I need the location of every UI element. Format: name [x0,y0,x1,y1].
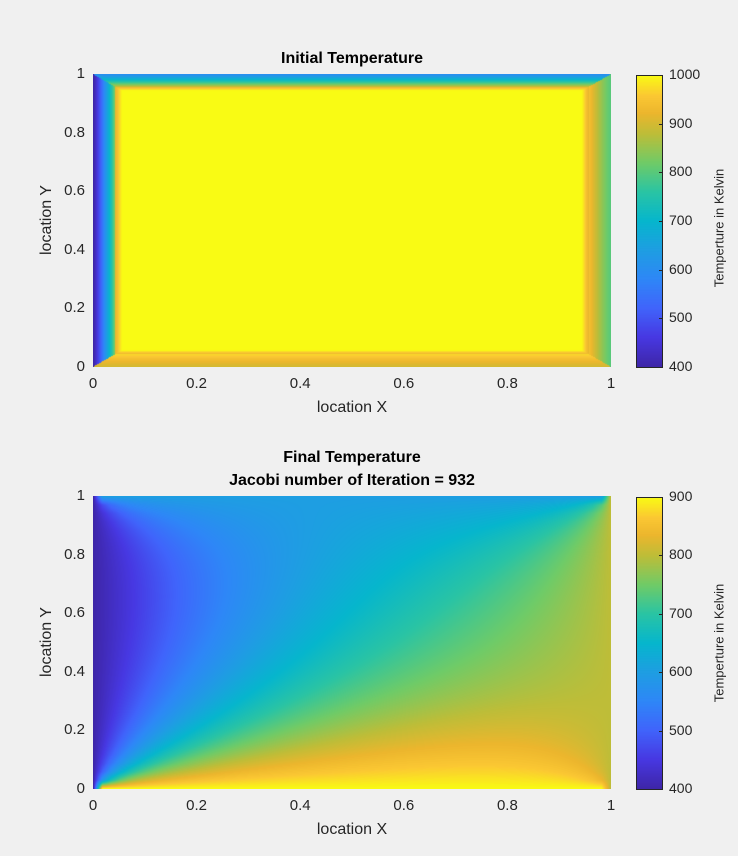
x-tick-label: 0.8 [496,375,518,392]
x-tick-label: 0.6 [393,375,415,392]
y-tick-label: 0.2 [64,721,85,739]
x-tick-label: 0 [88,797,98,814]
x-tick-label: 0.6 [393,797,415,814]
colorbar-tick-label: 1000 [669,66,701,82]
x-tick-label: 0.4 [289,375,311,392]
colorbar-tick-mark [659,318,663,320]
colorbar-tick-label: 400 [669,780,693,796]
colorbar-tick-mark [659,789,663,790]
colorbar-tick-mark [659,172,663,174]
colorbar-label: Temperture in Kelvin [711,583,727,703]
y-tick-label: 1 [76,487,85,504]
colorbar-tick-label: 400 [669,358,693,374]
colorbar-tick-label: 700 [669,212,693,228]
y-tick-label: 0.4 [64,662,85,680]
x-tick-label: 1 [606,375,616,392]
x-axis-label: location X [316,821,388,838]
colorbar-tick-mark [659,367,663,368]
colorbar-tick-label: 600 [669,663,693,680]
colorbar-tick-label: 700 [669,604,693,621]
colorbar-tick-label: 800 [669,546,693,563]
colorbar-frame [636,497,663,790]
colorbar-tick-label: 500 [669,309,693,326]
plot-subtitle: Jacobi number of Iteration = 932 [229,472,475,489]
colorbar-label: Temperture in Kelvin [711,168,727,288]
colorbar-tick-label: 600 [669,260,693,277]
x-tick-label: 1 [606,797,616,814]
x-axis-label: location X [316,399,388,416]
colorbar-tick-mark [659,221,663,222]
y-tick-label: 0 [76,780,85,797]
x-tick-label: 0 [88,375,98,392]
colorbar-tick-label: 900 [669,114,693,131]
y-tick-label: 0.2 [64,299,85,317]
x-tick-label: 0.4 [289,797,311,814]
colorbar-tick-label: 800 [669,163,693,180]
colorbar-tick-mark [659,123,663,125]
y-tick-label: 0.6 [64,182,85,200]
y-tick-label: 0.8 [64,545,85,563]
colorbar-tick-label: 900 [669,488,693,504]
colorbar-tick-mark [659,555,663,557]
colorbar-tick-mark [659,497,663,498]
y-tick-label: 0.4 [64,240,85,258]
heatmap-canvas [93,496,611,789]
colorbar [636,75,663,367]
y-tick-label: 1 [76,65,85,82]
y-axis-label: location Y [38,607,55,677]
x-tick-label: 0.2 [186,375,208,392]
colorbar-tick-label: 500 [669,721,693,738]
y-tick-label: 0.6 [64,604,85,622]
colorbar-tick-mark [659,613,663,615]
colorbar-tick-mark [659,269,663,271]
colorbar-tick-mark [659,672,663,674]
plot-title: Final Temperature [283,449,421,466]
colorbar-tick-mark [659,730,663,732]
x-tick-label: 0.2 [186,797,208,814]
heatmap-canvas [93,74,611,367]
colorbar [636,497,663,789]
y-tick-label: 0.8 [64,123,85,141]
plot-title: Initial Temperature [281,50,423,67]
colorbar-tick-mark [659,75,663,76]
y-axis-label: location Y [38,185,55,255]
y-tick-label: 0 [76,358,85,375]
x-tick-label: 0.8 [496,797,518,814]
